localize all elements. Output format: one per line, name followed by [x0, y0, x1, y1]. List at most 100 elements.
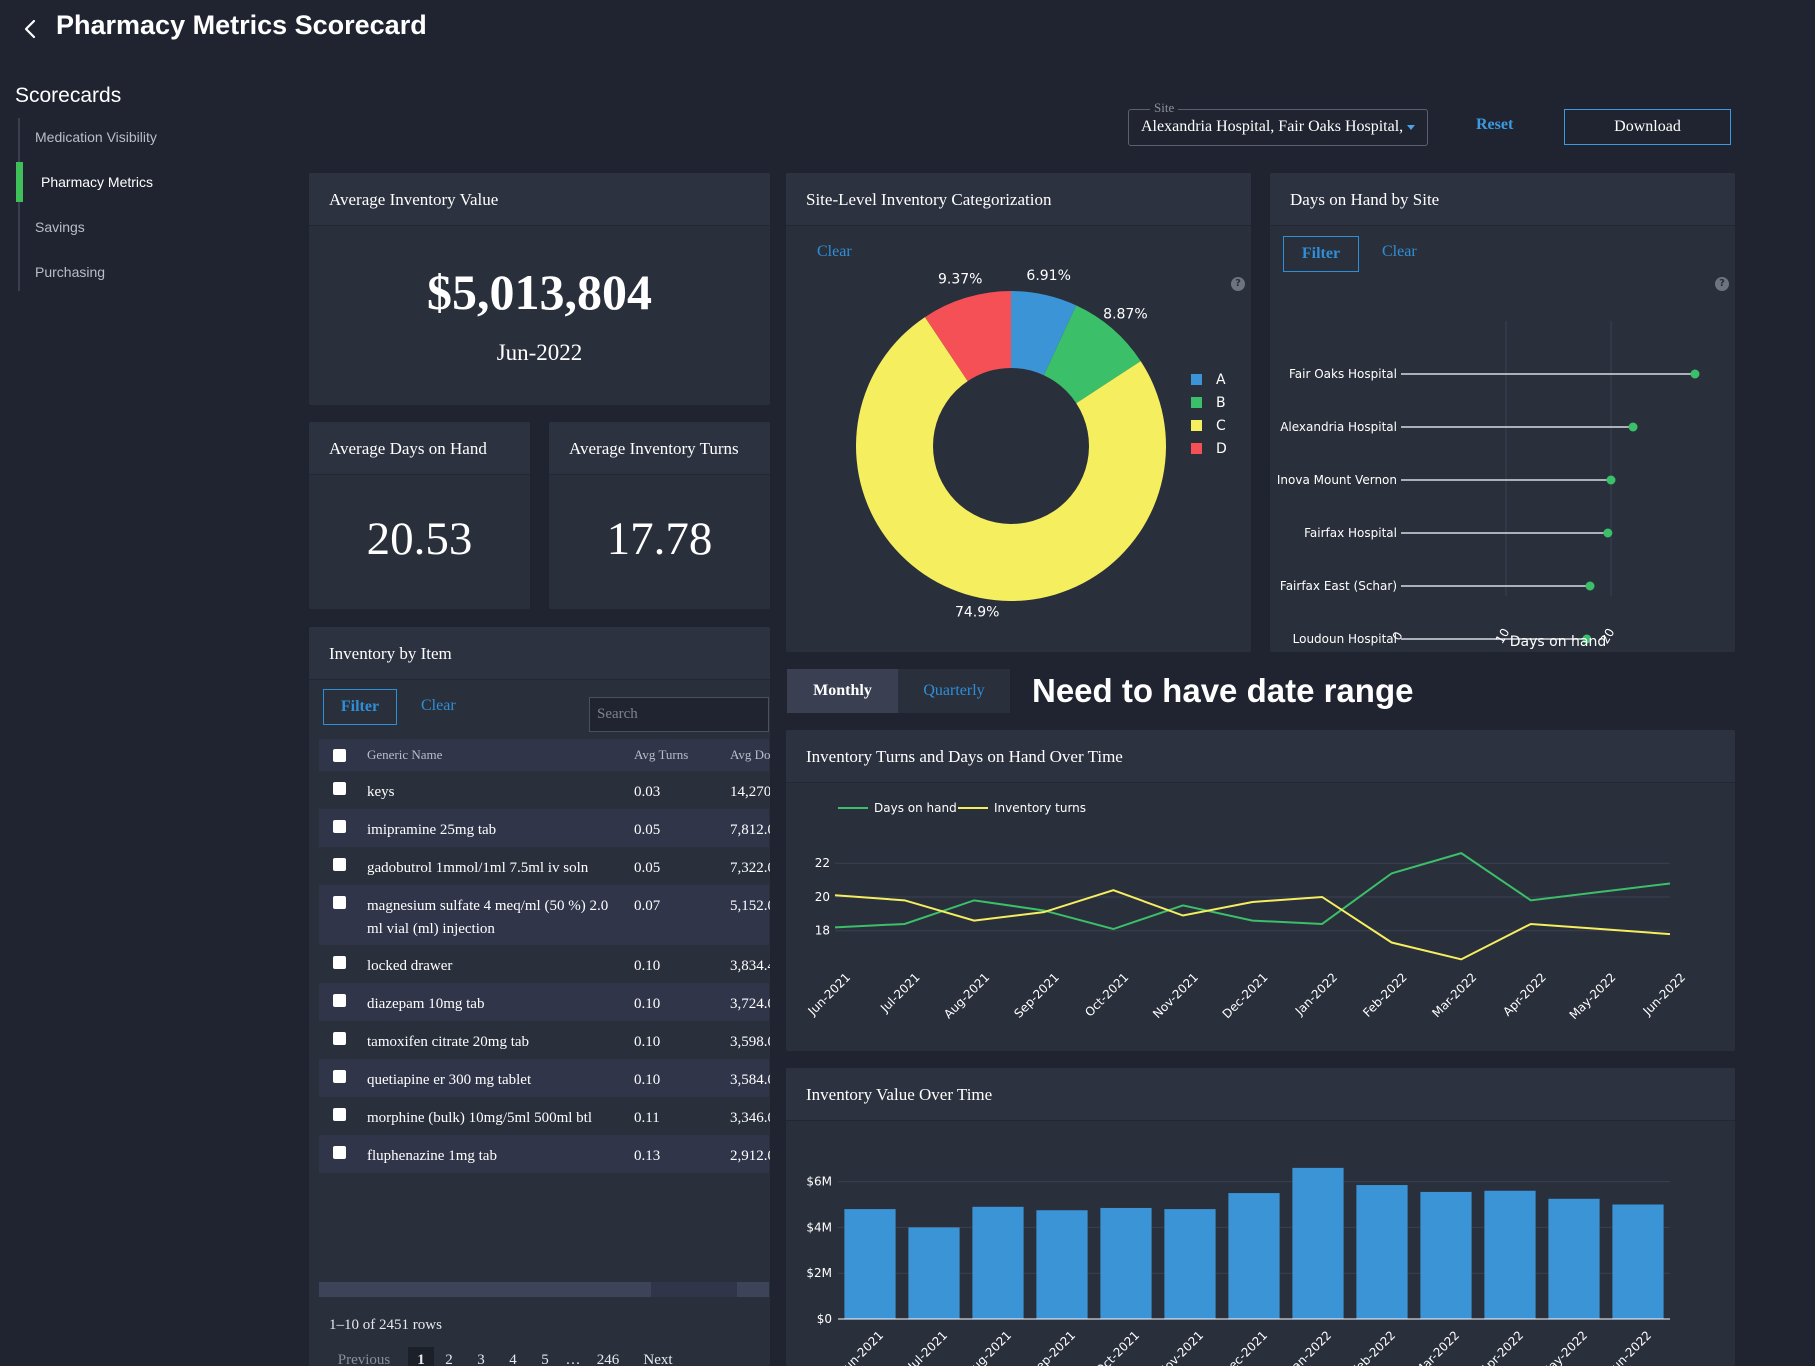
site-select-value[interactable]: Alexandria Hospital, Fair Oaks Hospital,: [1141, 118, 1404, 135]
row-checkbox[interactable]: [333, 782, 346, 795]
x-tick-label: Jun-2022: [1640, 970, 1689, 1019]
previous-page-button[interactable]: Previous: [337, 1352, 391, 1366]
lollipop-point: [1603, 528, 1613, 538]
table-row[interactable]: keys 0.03 14,270.0: [319, 771, 770, 809]
x-tick-label: Jan-2022: [1286, 1328, 1334, 1366]
table-row[interactable]: fluphenazine 1mg tab 0.13 2,912.00: [319, 1135, 770, 1173]
caret-down-icon[interactable]: [1407, 125, 1415, 130]
row-checkbox[interactable]: [333, 956, 346, 969]
cell-avg-turns: 0.11: [634, 1110, 660, 1126]
reset-button[interactable]: Reset: [1476, 116, 1514, 133]
x-tick-label: May-2022: [1538, 1328, 1590, 1366]
table-row[interactable]: magnesium sulfate 4 meq/ml (50 %) 2.0 ml…: [319, 885, 770, 945]
scrollbar-end: [737, 1282, 769, 1297]
clear-button[interactable]: Clear: [1382, 243, 1417, 260]
help-icon[interactable]: ?: [1715, 277, 1729, 291]
help-icon[interactable]: ?: [1231, 277, 1245, 291]
filter-button[interactable]: Filter: [1283, 236, 1359, 272]
table-row[interactable]: imipramine 25mg tab 0.05 7,812.00: [319, 809, 770, 847]
x-tick-label: Aug-2021: [963, 1328, 1014, 1366]
select-all-checkbox[interactable]: [333, 749, 346, 762]
bar-jun-2022: [1612, 1204, 1664, 1319]
table-row[interactable]: tamoxifen citrate 20mg tab 0.10 3,598.00: [319, 1021, 770, 1059]
scrollbar-thumb[interactable]: [319, 1282, 651, 1297]
cell-avg-turns: 0.10: [634, 1072, 661, 1088]
x-tick-label: Feb-2022: [1360, 970, 1410, 1020]
x-tick-label: Apr-2022: [1500, 970, 1549, 1019]
x-tick-label: Oct-2021: [1093, 1328, 1142, 1366]
next-page-button[interactable]: Next: [643, 1352, 673, 1366]
search-input[interactable]: [589, 697, 769, 732]
card-title: Inventory by Item: [309, 627, 770, 680]
bar-jul-2021: [908, 1227, 960, 1319]
page-5-button[interactable]: 5: [541, 1352, 549, 1366]
row-checkbox[interactable]: [333, 994, 346, 1007]
sidebar-divider: [18, 118, 20, 291]
x-tick-label: 10: [1493, 626, 1513, 646]
table-row[interactable]: quetiapine er 300 mg tablet 0.10 3,584.0…: [319, 1059, 770, 1097]
horizontal-scrollbar[interactable]: [319, 1282, 769, 1297]
days-on-hand-by-site-card: Days on Hand by Site Filter Clear ? Fair…: [1270, 173, 1735, 652]
turns-doh-line-chart: 18 20 22 Days on hand Inventory turns Jun-202…: [805, 801, 1689, 1022]
sidebar-item-purchasing[interactable]: Purchasing: [35, 264, 106, 280]
y-tick-label: $4M: [806, 1220, 832, 1234]
row-checkbox[interactable]: [333, 1146, 346, 1159]
inventory-value-bar-chart: $0 $2M $4M $6M Jun-2021 Jul-2021 Aug-2021 Sep-2…: [806, 1167, 1670, 1366]
turns-doh-over-time-card: Inventory Turns and Days on Hand Over Ti…: [786, 730, 1735, 1051]
days-on-hand-lollipop-chart: Fair Oaks Hospital Alexandria Hospital Ino…: [1277, 321, 1700, 650]
sidebar-item-savings[interactable]: Savings: [35, 219, 85, 235]
rows-info: 1–10 of 2451 rows: [329, 1317, 442, 1333]
cell-avg-doh: 3,598.00: [730, 1034, 770, 1050]
clear-button[interactable]: Clear: [817, 243, 852, 260]
cell-avg-turns: 0.07: [634, 898, 661, 914]
row-checkbox[interactable]: [333, 858, 346, 871]
page-2-button[interactable]: 2: [445, 1352, 453, 1366]
page-3-button[interactable]: 3: [477, 1352, 485, 1366]
table-row[interactable]: diazepam 10mg tab 0.10 3,724.00: [319, 983, 770, 1021]
cell-generic-name: fluphenazine 1mg tab: [367, 1148, 497, 1164]
row-checkbox[interactable]: [333, 820, 346, 833]
cell-generic-name: tamoxifen citrate 20mg tab: [367, 1034, 530, 1050]
x-tick-label: May-2022: [1567, 970, 1619, 1022]
legend-swatch-c: [1191, 420, 1202, 431]
monthly-toggle[interactable]: Monthly: [787, 669, 898, 713]
cell-generic-name: morphine (bulk) 10mg/5ml 500ml btl: [367, 1110, 592, 1126]
legend-label: Inventory turns: [994, 801, 1086, 815]
page-4-button[interactable]: 4: [509, 1352, 517, 1366]
x-tick-label: Aug-2021: [941, 970, 992, 1021]
legend-swatch-d: [1191, 443, 1202, 454]
cell-avg-turns: 0.10: [634, 1034, 661, 1050]
cell-avg-turns: 0.03: [634, 784, 661, 800]
cell-avg-doh: 7,812.00: [730, 822, 770, 838]
page-246-button[interactable]: 246: [596, 1352, 620, 1366]
avg-inventory-turns-card: Average Inventory Turns 17.78: [549, 422, 770, 609]
table-row[interactable]: gadobutrol 1mmol/1ml 7.5ml iv soln 0.05 …: [319, 847, 770, 885]
cell-generic-name: diazepam 10mg tab: [367, 996, 485, 1012]
legend-label-b: B: [1216, 395, 1226, 411]
clear-button[interactable]: Clear: [421, 697, 456, 714]
filter-button[interactable]: Filter: [323, 689, 397, 725]
cell-avg-doh: 3,346.00: [730, 1110, 770, 1126]
site-label: Loudoun Hospital: [1293, 632, 1397, 646]
lollipop-point: [1582, 634, 1592, 644]
row-checkbox[interactable]: [333, 896, 346, 909]
row-checkbox[interactable]: [333, 1032, 346, 1045]
sidebar-item-medication-visibility[interactable]: Medication Visibility: [35, 129, 157, 145]
sidebar-item-pharmacy-metrics[interactable]: Pharmacy Metrics: [16, 162, 266, 202]
column-header-avg-doh[interactable]: Avg DoH: [730, 747, 770, 762]
back-arrow-icon[interactable]: [20, 14, 42, 44]
download-button[interactable]: Download: [1564, 109, 1731, 145]
row-checkbox[interactable]: [333, 1070, 346, 1083]
pagination-ellipsis: …: [565, 1352, 581, 1366]
column-header-avg-turns[interactable]: Avg Turns: [634, 747, 689, 762]
cell-avg-doh: 7,322.00: [730, 860, 770, 876]
quarterly-toggle[interactable]: Quarterly: [898, 669, 1010, 713]
bar-dec-2021: [1228, 1193, 1280, 1319]
table-row[interactable]: morphine (bulk) 10mg/5ml 500ml btl 0.11 …: [319, 1097, 770, 1135]
table-row[interactable]: locked drawer 0.10 3,834.42: [319, 945, 770, 983]
row-checkbox[interactable]: [333, 1108, 346, 1121]
cell-avg-turns: 0.10: [634, 996, 661, 1012]
column-header-generic-name[interactable]: Generic Name: [367, 747, 443, 762]
page-1-button[interactable]: 1: [408, 1347, 434, 1366]
